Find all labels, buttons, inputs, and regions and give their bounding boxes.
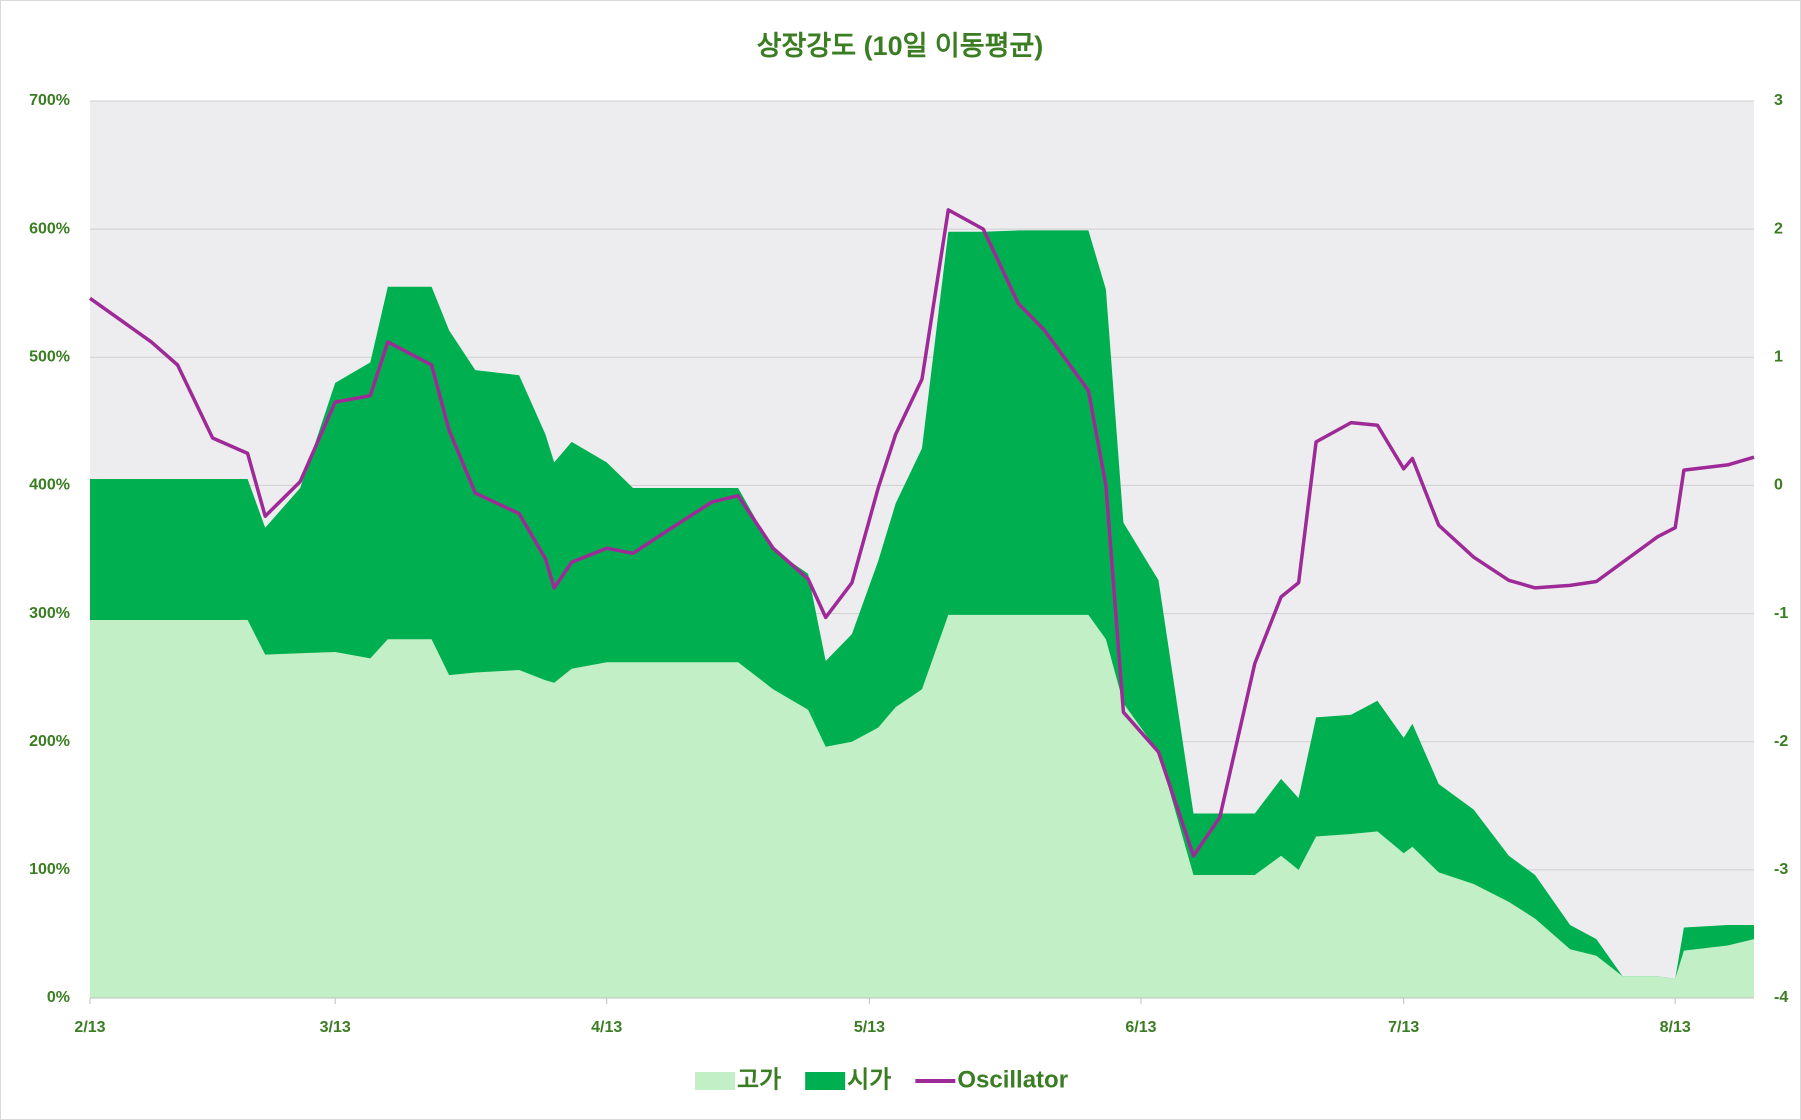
y2-tick-label: -2 bbox=[1774, 733, 1788, 750]
oscillator-line bbox=[88, 208, 1755, 858]
y2-tick-label: -4 bbox=[1774, 989, 1788, 1006]
legend-label: Oscillator bbox=[957, 1066, 1068, 1093]
y-tick-label: 100% bbox=[29, 861, 70, 878]
legend-label: 고가 bbox=[737, 1066, 781, 1093]
y-tick-label: 400% bbox=[29, 477, 70, 494]
y2-tick-label: 1 bbox=[1774, 349, 1783, 366]
y-tick-label: 200% bbox=[29, 733, 70, 750]
y-tick-label: 0% bbox=[47, 989, 70, 1006]
legend-swatch bbox=[805, 1072, 846, 1090]
y2-tick-label: -1 bbox=[1774, 605, 1788, 622]
x-tick-label: 6/13 bbox=[1125, 1019, 1156, 1036]
x-tick-label: 4/13 bbox=[591, 1019, 622, 1036]
x-tick-label: 7/13 bbox=[1388, 1019, 1419, 1036]
y-tick-label: 500% bbox=[29, 349, 70, 366]
chart-title: 상장강도 (10일 이동평균) bbox=[757, 31, 1044, 61]
y2-tick-label: 0 bbox=[1774, 477, 1783, 494]
y2-tick-label: 2 bbox=[1774, 220, 1783, 237]
y2-tick-label: 3 bbox=[1774, 92, 1783, 109]
y-tick-label: 700% bbox=[29, 92, 70, 109]
x-tick-label: 2/13 bbox=[74, 1019, 105, 1036]
y-tick-label: 600% bbox=[29, 220, 70, 237]
x-tick-label: 5/13 bbox=[854, 1019, 885, 1036]
x-tick-label: 8/13 bbox=[1660, 1019, 1691, 1036]
x-tick-label: 3/13 bbox=[320, 1019, 351, 1036]
y2-tick-label: -3 bbox=[1774, 861, 1788, 878]
legend-label: 시가 bbox=[847, 1066, 891, 1093]
y-tick-label: 300% bbox=[29, 605, 70, 622]
area bbox=[90, 614, 1754, 998]
legend-swatch bbox=[695, 1072, 735, 1090]
